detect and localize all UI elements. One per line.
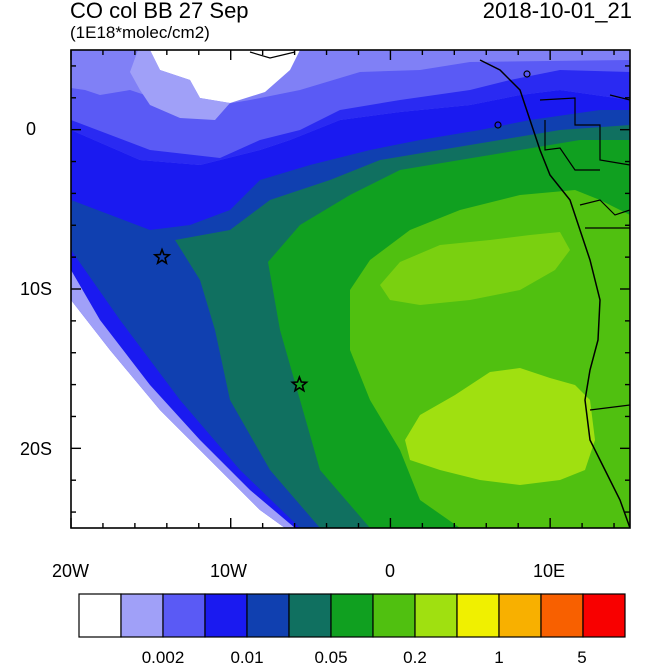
colorbar-swatch <box>456 593 500 638</box>
colorbar-label-0.01: 0.01 <box>230 648 264 667</box>
colorbar-swatch <box>330 593 374 638</box>
colorbar-swatch <box>246 593 290 638</box>
x-label-20w: 20W <box>52 561 90 581</box>
x-label-10e: 10E <box>533 561 566 581</box>
colorbar-swatch <box>498 593 542 638</box>
colorbar-swatch <box>540 593 584 638</box>
star-marker-south <box>290 374 309 393</box>
x-label-10w: 10W <box>210 561 248 581</box>
y-label-0: 0 <box>26 119 37 139</box>
map-title: CO col BB 27 Sep <box>70 0 249 23</box>
colorbar-swatch <box>582 593 626 638</box>
site-markers <box>152 247 309 393</box>
timestamp-title: 2018-10-01_21 <box>482 0 632 23</box>
colorbar-swatch <box>162 593 206 638</box>
colorbar-label-0.05: 0.05 <box>314 648 348 667</box>
colorbar-swatch <box>414 593 458 638</box>
colorbar-swatch <box>204 593 248 638</box>
colorbar-label-0.2: 0.2 <box>403 648 427 667</box>
colorbar-label-5: 5 <box>577 648 587 667</box>
colorbar-label-1: 1 <box>494 648 504 667</box>
colorbar-swatch <box>288 593 332 638</box>
axis-ticks <box>70 50 630 528</box>
y-label-10s: 10S <box>20 279 53 299</box>
colorbar-swatch <box>120 593 164 638</box>
units-subtitle: (1E18*molec/cm2) <box>70 23 210 42</box>
colorbar <box>78 593 626 638</box>
concentration-field <box>71 50 630 528</box>
colorbar-swatch <box>78 593 122 638</box>
star-marker-west <box>152 247 172 266</box>
colorbar-swatch <box>372 593 416 638</box>
y-label-20s: 20S <box>20 439 53 459</box>
colorbar-label-0.002: 0.002 <box>141 648 185 667</box>
x-label-0: 0 <box>385 561 396 581</box>
